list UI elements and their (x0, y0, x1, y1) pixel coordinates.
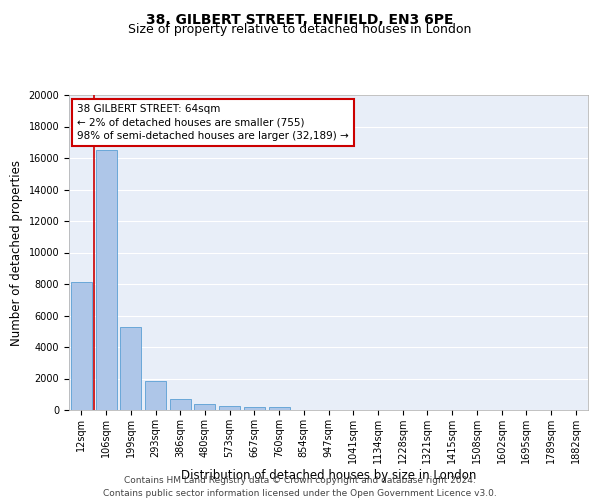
Bar (269, 407, 290, 410)
Bar (194, 404, 215, 410)
Bar (120, 326, 141, 410)
Bar (219, 406, 240, 410)
Bar (170, 400, 191, 410)
Text: 38 GILBERT STREET: 64sqm
← 2% of detached houses are smaller (755)
98% of semi-d: 38 GILBERT STREET: 64sqm ← 2% of detache… (77, 104, 349, 141)
Bar (95, 150, 116, 410)
Text: Size of property relative to detached houses in London: Size of property relative to detached ho… (128, 22, 472, 36)
Text: 38, GILBERT STREET, ENFIELD, EN3 6PE: 38, GILBERT STREET, ENFIELD, EN3 6PE (146, 12, 454, 26)
Text: Contains HM Land Registry data © Crown copyright and database right 2024.
Contai: Contains HM Land Registry data © Crown c… (103, 476, 497, 498)
Y-axis label: Number of detached properties: Number of detached properties (10, 160, 23, 346)
Bar (244, 406, 265, 410)
Bar (71, 282, 92, 410)
Bar (145, 381, 166, 410)
X-axis label: Distribution of detached houses by size in London: Distribution of detached houses by size … (181, 468, 476, 481)
